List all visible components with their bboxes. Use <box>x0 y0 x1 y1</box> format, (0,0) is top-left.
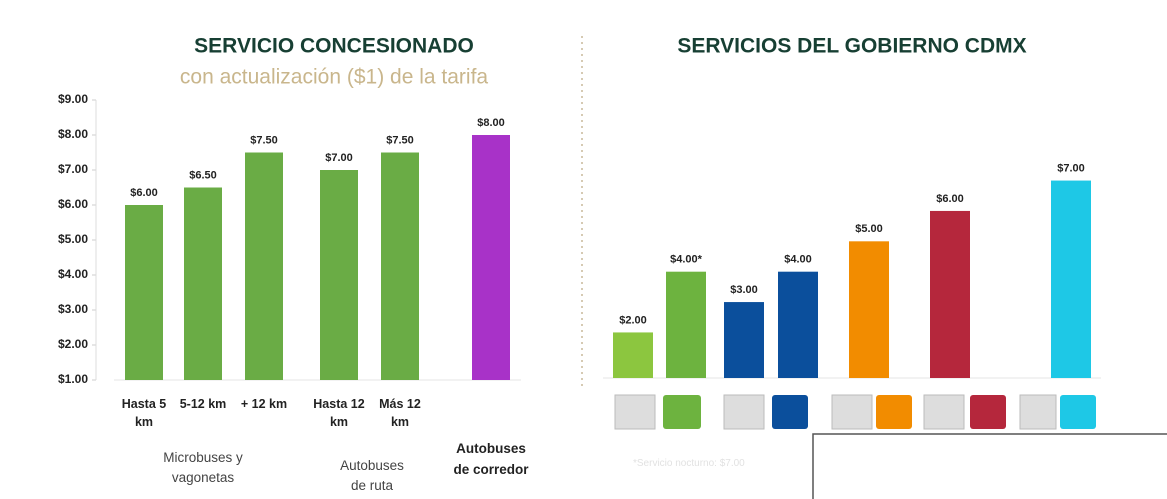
data-label: $3.00 <box>730 284 758 296</box>
x-tick-label: + 12 km <box>240 397 288 411</box>
x-tick-label: Autobuses de corredor <box>453 441 529 477</box>
icon <box>772 395 808 429</box>
group-label: Microbuses y vagonetas <box>163 450 243 485</box>
icon <box>1019 394 1057 430</box>
y-tick-label: $8.00 <box>58 127 88 141</box>
footnote: *Servicio nocturno: $7.00 <box>633 458 745 469</box>
data-label: $4.00 <box>784 254 812 266</box>
data-label: $6.50 <box>189 169 217 181</box>
chart-title: SERVICIO CONCESIONADO <box>194 35 474 58</box>
x-tick-label: Hasta 5 km <box>121 397 167 429</box>
icon <box>614 394 656 430</box>
bar <box>724 302 764 378</box>
data-label: $5.00 <box>855 223 883 235</box>
bar <box>613 332 653 378</box>
y-tick-label: $1.00 <box>58 372 88 386</box>
bar <box>320 170 358 380</box>
bar <box>666 271 706 378</box>
icon <box>1060 395 1096 429</box>
y-tick-label: $6.00 <box>58 197 88 211</box>
data-label: $7.00 <box>1057 162 1085 174</box>
icon <box>970 395 1006 429</box>
data-label: $4.00* <box>670 254 703 266</box>
y-tick-label: $9.00 <box>58 92 88 106</box>
data-label: $7.00 <box>325 152 353 164</box>
icon <box>663 395 701 429</box>
x-tick-label: Más 12 km <box>379 397 421 429</box>
y-tick-label: $2.00 <box>58 337 88 351</box>
y-tick-label: $5.00 <box>58 232 88 246</box>
icon <box>876 395 912 429</box>
group-label: Autobuses de ruta <box>340 458 404 493</box>
overlay-frame <box>812 433 1167 499</box>
icon <box>831 394 873 430</box>
bar <box>1051 180 1091 378</box>
data-label: $6.00 <box>130 187 158 199</box>
bar <box>472 135 510 380</box>
bar <box>930 210 970 378</box>
y-tick-label: $3.00 <box>58 302 88 316</box>
bar <box>184 187 222 380</box>
bar <box>778 271 818 378</box>
data-label: $7.50 <box>386 134 414 146</box>
data-label: $8.00 <box>477 117 505 129</box>
bar <box>849 241 889 378</box>
data-label: $7.50 <box>250 134 278 146</box>
icons <box>614 394 1096 430</box>
x-tick-label: Hasta 12 km <box>313 397 365 429</box>
chart-subtitle: con actualización ($1) de la tarifa <box>180 66 488 89</box>
bar <box>245 152 283 380</box>
data-label: $6.00 <box>936 193 964 205</box>
y-tick-label: $7.00 <box>58 162 88 176</box>
icon <box>723 394 765 430</box>
y-tick-label: $4.00 <box>58 267 88 281</box>
x-tick-label: 5-12 km <box>179 397 227 411</box>
bar <box>125 205 163 380</box>
bar <box>381 152 419 380</box>
icon <box>923 394 965 430</box>
data-label: $2.00 <box>619 314 647 326</box>
chart-title: SERVICIOS DEL GOBIERNO CDMX <box>677 35 1026 58</box>
